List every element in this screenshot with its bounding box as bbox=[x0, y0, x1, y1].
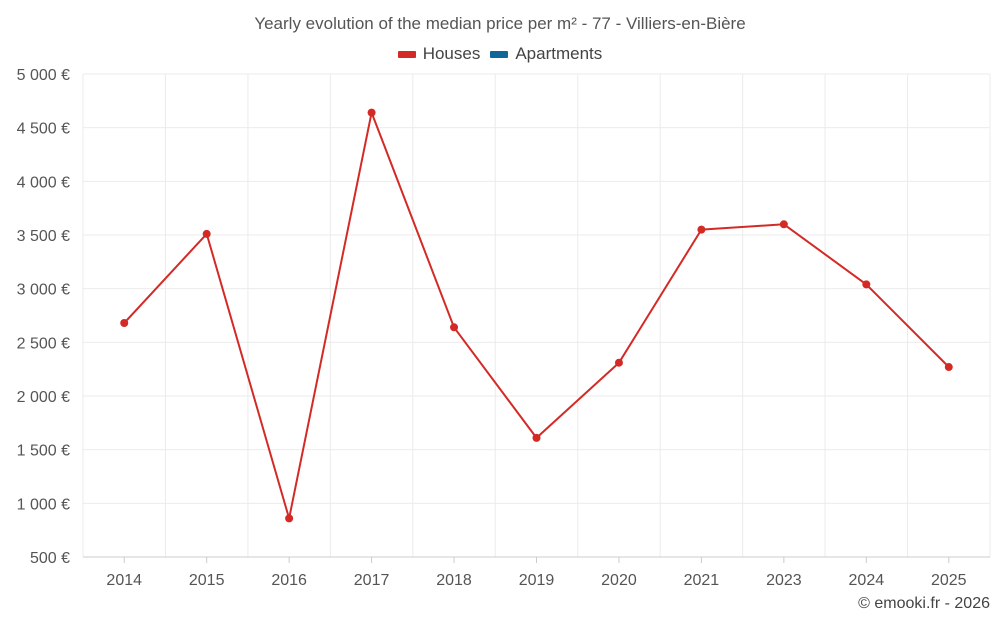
x-tick-label: 2023 bbox=[766, 572, 802, 589]
legend-swatch-houses bbox=[397, 50, 416, 58]
x-tick-label: 2024 bbox=[849, 572, 885, 589]
data-point bbox=[367, 108, 376, 117]
data-point bbox=[779, 220, 788, 229]
y-tick-label: 3 000 € bbox=[17, 282, 70, 299]
data-point bbox=[862, 280, 871, 289]
x-tick-label: 2016 bbox=[271, 572, 307, 589]
x-tick-label: 2020 bbox=[601, 572, 637, 589]
y-tick-label: 4 000 € bbox=[17, 174, 70, 191]
x-tick-label: 2018 bbox=[436, 572, 472, 589]
axes: 500 € 1 000 € 1 500 € 2 000 € 2 500 € 3 000 €… bbox=[17, 67, 990, 589]
y-tick-label: 2 000 € bbox=[17, 389, 70, 406]
legend-item-apartments[interactable]: Apartments bbox=[490, 44, 602, 64]
legend-label-apartments: Apartments bbox=[515, 44, 603, 63]
data-point bbox=[532, 433, 541, 442]
legend-item-houses[interactable]: Houses bbox=[397, 44, 481, 64]
y-tick-label: 500 € bbox=[30, 550, 70, 567]
data-point bbox=[285, 514, 294, 523]
data-point bbox=[202, 229, 211, 238]
y-tick-label: 1 000 € bbox=[17, 496, 70, 513]
x-tick-label: 2025 bbox=[931, 572, 967, 589]
x-tick-label: 2014 bbox=[106, 572, 142, 589]
legend-label-houses: Houses bbox=[422, 44, 481, 63]
y-tick-label: 2 500 € bbox=[17, 335, 70, 352]
y-tick-label: 4 500 € bbox=[17, 121, 70, 138]
y-tick-label: 5 000 € bbox=[17, 67, 70, 84]
series-layer bbox=[120, 108, 953, 523]
data-point bbox=[944, 363, 953, 372]
data-point bbox=[614, 358, 623, 367]
data-point bbox=[697, 225, 706, 234]
x-tick-label: 2017 bbox=[354, 572, 390, 589]
x-tick-label: 2015 bbox=[189, 572, 225, 589]
x-tick-label: 2021 bbox=[684, 572, 720, 589]
legend-swatch-apartments bbox=[490, 50, 509, 58]
y-tick-label: 3 500 € bbox=[17, 228, 70, 245]
data-point bbox=[120, 319, 129, 328]
credit-text: © emooki.fr - 2026 bbox=[858, 595, 990, 612]
data-point bbox=[450, 323, 459, 332]
x-tick-label: 2019 bbox=[519, 572, 555, 589]
chart-title: Yearly evolution of the median price per… bbox=[254, 14, 746, 33]
legend: Houses Apartments bbox=[0, 44, 1000, 64]
y-tick-label: 1 500 € bbox=[17, 443, 70, 460]
gridlines bbox=[82, 73, 991, 557]
